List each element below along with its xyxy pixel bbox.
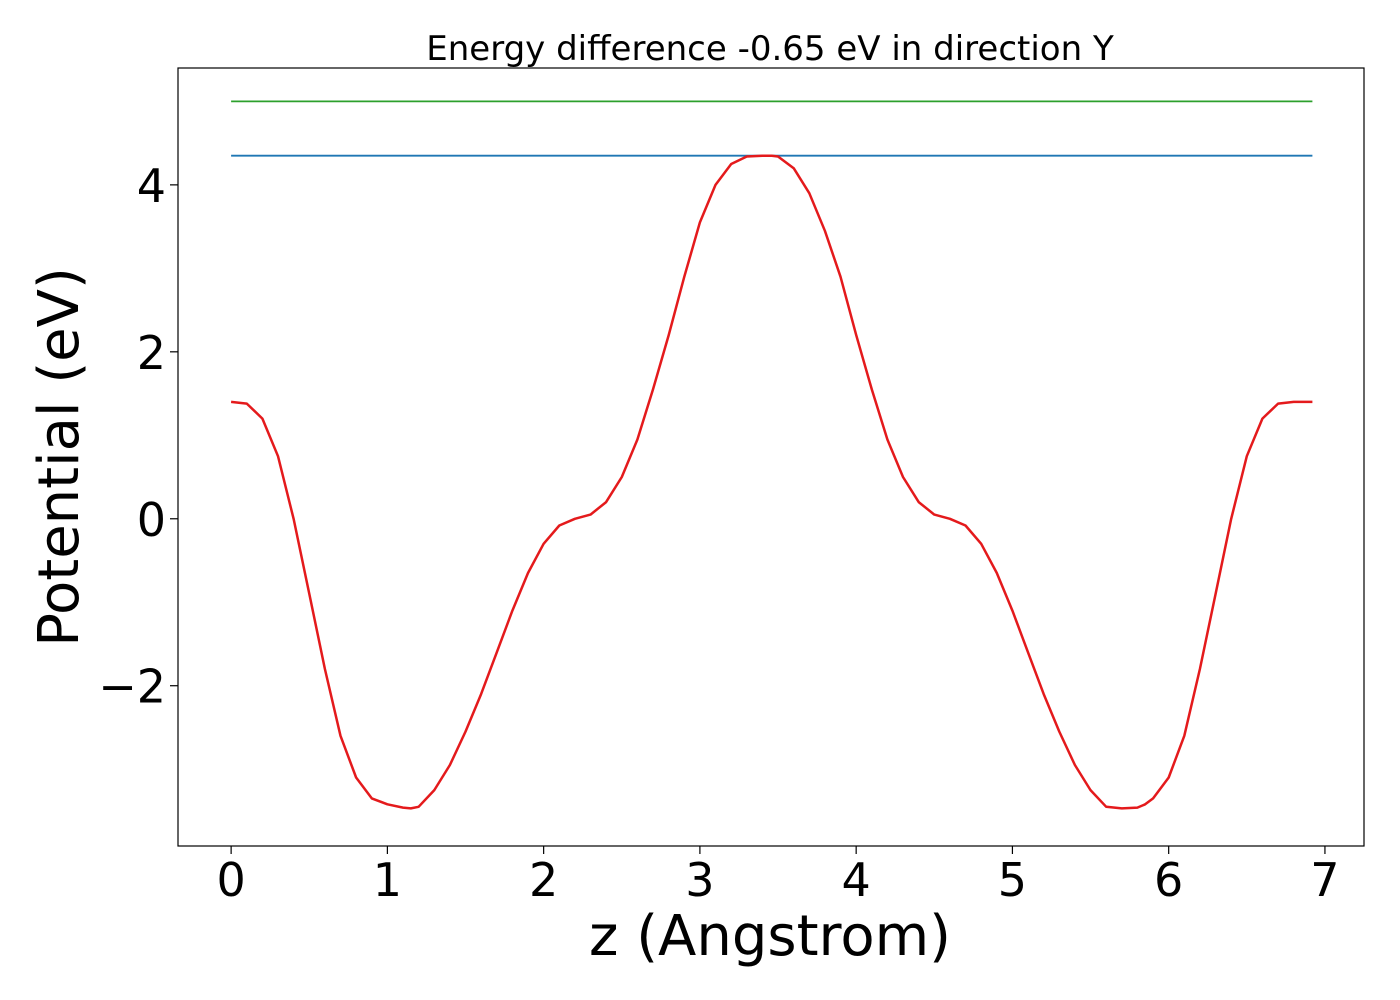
x-tick-label: 2 bbox=[529, 853, 558, 907]
y-tick-label: 2 bbox=[137, 326, 166, 380]
y-axis-ticks: −2 0 2 4 bbox=[98, 159, 178, 714]
x-tick-label: 0 bbox=[216, 853, 245, 907]
x-tick-label: 5 bbox=[998, 853, 1027, 907]
x-tick-label: 6 bbox=[1154, 853, 1183, 907]
x-tick-label: 3 bbox=[685, 853, 714, 907]
x-tick-label: 7 bbox=[1310, 853, 1339, 907]
y-tick-label: 4 bbox=[137, 159, 166, 213]
y-tick-label: 0 bbox=[137, 493, 166, 547]
plot-lines bbox=[230, 100, 1313, 810]
series-line-3 bbox=[230, 154, 1313, 810]
x-axis-label: z (Angstrom) bbox=[589, 904, 951, 969]
chart-title: Energy difference -0.65 eV in direction … bbox=[426, 29, 1114, 69]
plot-frame bbox=[177, 67, 1365, 847]
x-axis-ticks: 0 1 2 3 4 5 6 7 bbox=[216, 846, 1340, 907]
y-tick-label: −2 bbox=[98, 660, 166, 714]
x-tick-label: 4 bbox=[842, 853, 871, 907]
y-axis-label: Potential (eV) bbox=[27, 267, 92, 647]
x-tick-label: 1 bbox=[373, 853, 402, 907]
